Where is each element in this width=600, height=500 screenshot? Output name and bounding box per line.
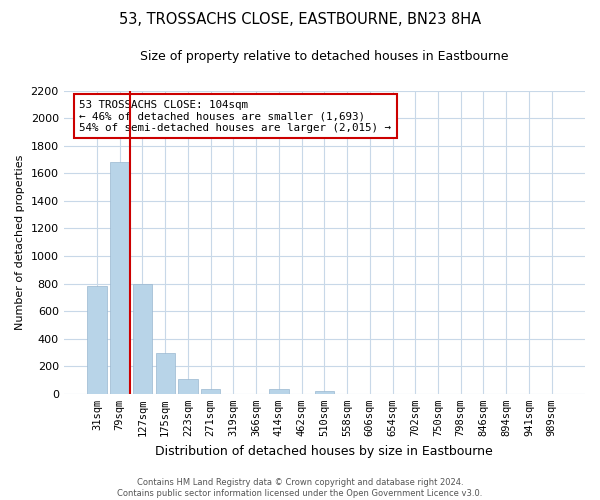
Bar <box>178 378 197 394</box>
Bar <box>155 353 175 394</box>
Bar <box>269 389 289 394</box>
Bar <box>133 284 152 394</box>
Title: Size of property relative to detached houses in Eastbourne: Size of property relative to detached ho… <box>140 50 509 63</box>
Y-axis label: Number of detached properties: Number of detached properties <box>15 154 25 330</box>
X-axis label: Distribution of detached houses by size in Eastbourne: Distribution of detached houses by size … <box>155 444 493 458</box>
Bar <box>201 389 220 394</box>
Text: Contains HM Land Registry data © Crown copyright and database right 2024.
Contai: Contains HM Land Registry data © Crown c… <box>118 478 482 498</box>
Bar <box>110 162 130 394</box>
Bar <box>314 391 334 394</box>
Text: 53, TROSSACHS CLOSE, EASTBOURNE, BN23 8HA: 53, TROSSACHS CLOSE, EASTBOURNE, BN23 8H… <box>119 12 481 28</box>
Text: 53 TROSSACHS CLOSE: 104sqm
← 46% of detached houses are smaller (1,693)
54% of s: 53 TROSSACHS CLOSE: 104sqm ← 46% of deta… <box>79 100 391 133</box>
Bar <box>88 286 107 394</box>
